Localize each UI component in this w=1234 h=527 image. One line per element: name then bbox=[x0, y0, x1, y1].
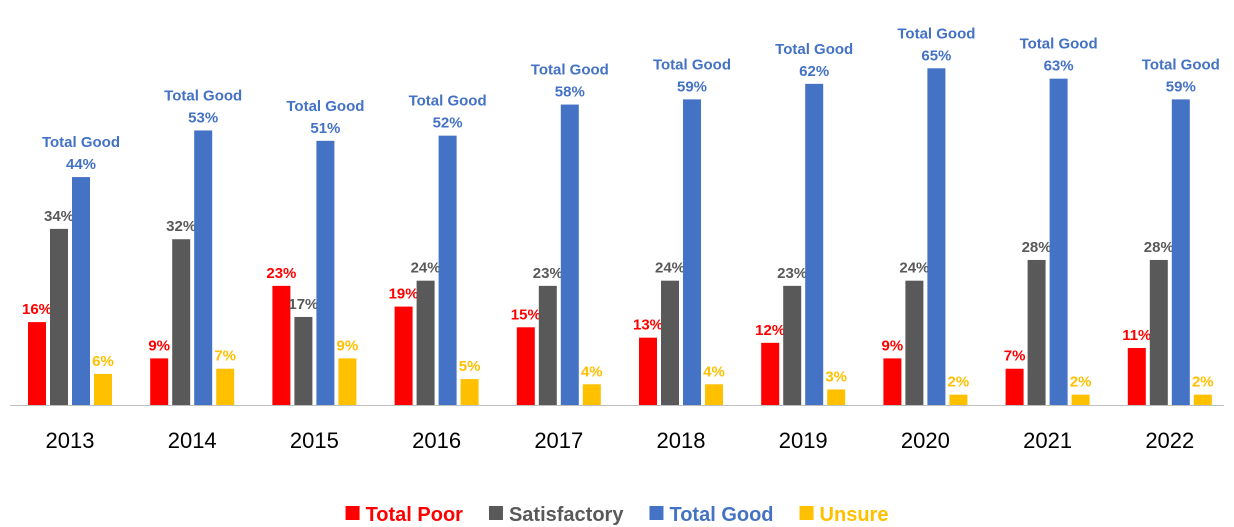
legend-label: Unsure bbox=[820, 504, 889, 526]
bar bbox=[216, 369, 234, 405]
bar bbox=[1028, 260, 1046, 405]
bar bbox=[539, 286, 557, 405]
legend-swatch bbox=[649, 506, 663, 520]
bar bbox=[316, 141, 334, 405]
data-label: 2% bbox=[1192, 374, 1214, 391]
data-label: 12% bbox=[755, 322, 785, 339]
bar bbox=[1050, 79, 1068, 405]
bar bbox=[827, 389, 845, 405]
bar bbox=[439, 136, 457, 405]
data-label: 19% bbox=[389, 286, 419, 303]
data-label: 24% bbox=[899, 260, 929, 277]
legend-swatch bbox=[346, 506, 360, 520]
bar bbox=[395, 307, 413, 405]
data-label: 7% bbox=[214, 348, 236, 365]
data-label: 13% bbox=[633, 317, 663, 334]
bar bbox=[927, 68, 945, 405]
bar bbox=[883, 358, 901, 405]
bar bbox=[949, 395, 967, 405]
data-label: 2% bbox=[948, 374, 970, 391]
data-label: 23% bbox=[777, 265, 807, 282]
data-label: 17% bbox=[288, 296, 318, 313]
data-label: 16% bbox=[22, 301, 52, 318]
data-label: 28% bbox=[1022, 239, 1052, 256]
bar bbox=[1128, 348, 1146, 405]
data-label: 9% bbox=[882, 337, 904, 354]
bar bbox=[194, 130, 212, 405]
data-label: 2% bbox=[1070, 374, 1092, 391]
data-label: 28% bbox=[1144, 239, 1174, 256]
bar bbox=[50, 229, 68, 405]
bar bbox=[705, 384, 723, 405]
x-tick-label: 2018 bbox=[657, 428, 706, 453]
chart: 2013 16% 34% Total Good44% 6% 2014 9% 32% Total … bbox=[0, 0, 1234, 527]
bar bbox=[1072, 395, 1090, 405]
bar bbox=[661, 281, 679, 405]
data-label: 6% bbox=[92, 353, 114, 370]
data-label: 9% bbox=[148, 337, 170, 354]
legend-label: Total Good bbox=[669, 504, 773, 526]
data-label: 3% bbox=[825, 368, 847, 385]
bar bbox=[338, 358, 356, 405]
bar bbox=[761, 343, 779, 405]
x-tick-label: 2013 bbox=[46, 428, 95, 453]
x-tick-label: 2016 bbox=[412, 428, 461, 453]
x-tick-label: 2021 bbox=[1023, 428, 1072, 453]
bar bbox=[94, 374, 112, 405]
bar bbox=[150, 358, 168, 405]
data-label: 24% bbox=[411, 260, 441, 277]
bar bbox=[417, 281, 435, 405]
data-label: 23% bbox=[266, 265, 296, 282]
legend-label: Total Poor bbox=[366, 504, 464, 526]
data-label: 24% bbox=[655, 260, 685, 277]
data-label: 32% bbox=[166, 218, 196, 235]
bar bbox=[583, 384, 601, 405]
data-label: 5% bbox=[459, 358, 481, 375]
data-label: 15% bbox=[511, 306, 541, 323]
bar bbox=[805, 84, 823, 405]
bar bbox=[783, 286, 801, 405]
data-label: 7% bbox=[1004, 348, 1026, 365]
bar bbox=[517, 327, 535, 405]
x-tick-label: 2019 bbox=[779, 428, 828, 453]
data-label: 4% bbox=[703, 363, 725, 380]
bar bbox=[461, 379, 479, 405]
x-tick-label: 2020 bbox=[901, 428, 950, 453]
data-label: 11% bbox=[1122, 327, 1151, 344]
legend-label: Satisfactory bbox=[509, 504, 624, 526]
bar bbox=[72, 177, 90, 405]
x-tick-label: 2022 bbox=[1145, 428, 1194, 453]
bar bbox=[639, 338, 657, 405]
bar bbox=[905, 281, 923, 405]
x-tick-label: 2017 bbox=[534, 428, 583, 453]
x-tick-label: 2014 bbox=[168, 428, 217, 453]
bar bbox=[294, 317, 312, 405]
bar bbox=[1172, 99, 1190, 405]
data-label: 34% bbox=[44, 208, 74, 225]
x-tick-label: 2015 bbox=[290, 428, 339, 453]
bar bbox=[561, 105, 579, 405]
bar bbox=[683, 99, 701, 405]
bar bbox=[1006, 369, 1024, 405]
legend-swatch bbox=[800, 506, 814, 520]
bar bbox=[172, 239, 190, 405]
data-label: 9% bbox=[337, 337, 359, 354]
bar bbox=[1150, 260, 1168, 405]
bar bbox=[28, 322, 46, 405]
bar bbox=[1194, 395, 1212, 405]
data-label: 4% bbox=[581, 363, 603, 380]
legend-swatch bbox=[489, 506, 503, 520]
data-label: 23% bbox=[533, 265, 563, 282]
